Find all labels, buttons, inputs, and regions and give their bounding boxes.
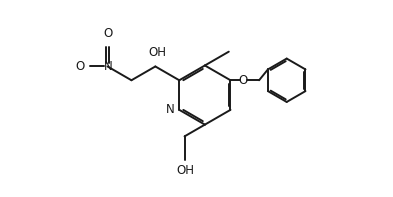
- Text: O: O: [103, 27, 112, 40]
- Text: OH: OH: [176, 164, 195, 177]
- Text: N: N: [166, 103, 175, 116]
- Text: O: O: [75, 60, 85, 73]
- Text: O: O: [239, 74, 248, 87]
- Text: N: N: [104, 60, 113, 73]
- Text: OH: OH: [148, 46, 166, 59]
